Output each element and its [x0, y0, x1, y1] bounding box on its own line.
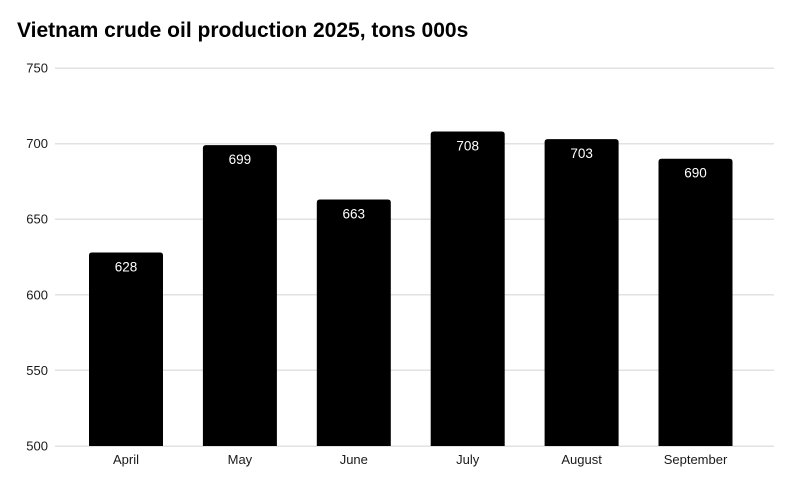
x-axis-category-label: April [113, 452, 139, 467]
x-axis-category-label: August [561, 452, 602, 467]
bar [202, 145, 277, 446]
x-axis-category-label: June [340, 452, 368, 467]
bar-value-label: 699 [229, 152, 252, 167]
bar-value-label: 628 [115, 259, 138, 274]
bar-value-label: 663 [343, 207, 366, 222]
bar-value-label: 703 [570, 146, 593, 161]
y-axis-tick-label: 750 [26, 61, 48, 76]
x-axis-category-label: September [664, 452, 728, 467]
y-axis-tick-label: 500 [26, 439, 48, 454]
bar [430, 131, 505, 446]
y-axis-tick-label: 700 [26, 136, 48, 151]
bar [544, 139, 619, 446]
y-axis-tick-label: 650 [26, 212, 48, 227]
y-axis-tick-label: 550 [26, 363, 48, 378]
x-axis-category-label: May [228, 452, 253, 467]
bar-value-label: 708 [456, 139, 479, 154]
y-axis-tick-label: 600 [26, 287, 48, 302]
bar [316, 199, 391, 446]
bar-value-label: 690 [684, 166, 707, 181]
bar [658, 158, 733, 446]
bar [89, 252, 163, 446]
x-axis-category-label: July [456, 452, 480, 467]
chart-title: Vietnam crude oil production 2025, tons … [17, 19, 469, 42]
